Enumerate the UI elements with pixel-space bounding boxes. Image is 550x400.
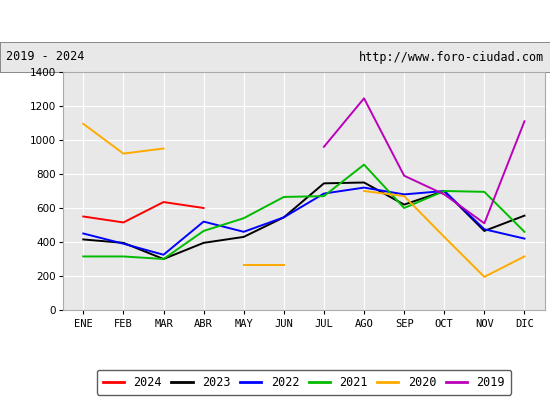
Text: http://www.foro-ciudad.com: http://www.foro-ciudad.com <box>359 50 544 64</box>
Legend: 2024, 2023, 2022, 2021, 2020, 2019: 2024, 2023, 2022, 2021, 2020, 2019 <box>97 370 511 394</box>
Text: 2019 - 2024: 2019 - 2024 <box>6 50 84 64</box>
Text: Evolucion Nº Turistas Nacionales en el municipio de Sopuerta: Evolucion Nº Turistas Nacionales en el m… <box>35 14 515 28</box>
